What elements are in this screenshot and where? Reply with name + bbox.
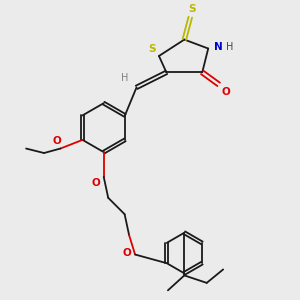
Text: H: H (226, 42, 233, 52)
Text: O: O (92, 178, 100, 188)
Text: S: S (188, 4, 196, 14)
Text: O: O (123, 248, 131, 258)
Text: O: O (52, 136, 61, 146)
Text: S: S (148, 44, 156, 54)
Text: N: N (214, 42, 222, 52)
Text: H: H (121, 73, 128, 83)
Text: O: O (221, 87, 230, 97)
